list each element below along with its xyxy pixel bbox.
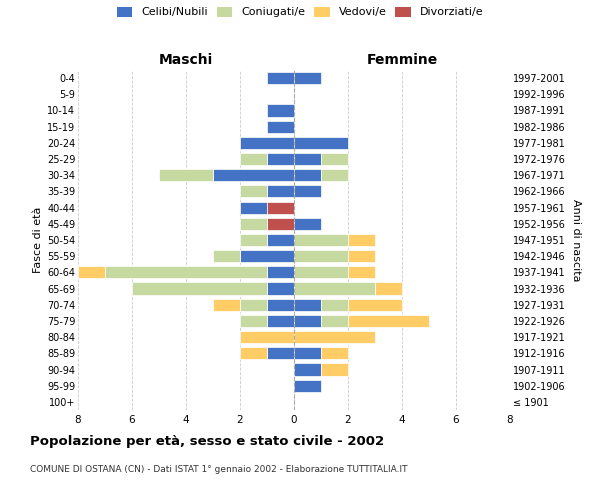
Bar	[78, 266, 105, 278]
Bar	[267, 315, 294, 327]
Bar	[240, 186, 267, 198]
Bar	[267, 186, 294, 198]
Bar	[213, 250, 240, 262]
Bar	[321, 298, 348, 311]
Bar	[294, 348, 321, 360]
Bar	[294, 72, 321, 84]
Bar	[240, 331, 294, 343]
Bar	[267, 72, 294, 84]
Bar	[294, 137, 348, 149]
Bar	[213, 169, 294, 181]
Bar	[321, 364, 348, 376]
Bar	[348, 315, 429, 327]
Bar	[294, 234, 348, 246]
Bar	[240, 153, 267, 165]
Bar	[321, 348, 348, 360]
Bar	[267, 348, 294, 360]
Bar	[348, 266, 375, 278]
Bar	[267, 282, 294, 294]
Bar	[240, 137, 294, 149]
Bar	[294, 153, 321, 165]
Bar	[375, 282, 402, 294]
Bar	[348, 250, 375, 262]
Bar	[267, 266, 294, 278]
Bar	[105, 266, 267, 278]
Text: Femmine: Femmine	[367, 54, 437, 68]
Bar	[240, 348, 267, 360]
Bar	[294, 298, 321, 311]
Bar	[294, 250, 348, 262]
Bar	[348, 234, 375, 246]
Text: COMUNE DI OSTANA (CN) - Dati ISTAT 1° gennaio 2002 - Elaborazione TUTTITALIA.IT: COMUNE DI OSTANA (CN) - Dati ISTAT 1° ge…	[30, 465, 407, 474]
Bar	[132, 282, 267, 294]
Legend: Celibi/Nubili, Coniugati/e, Vedovi/e, Divorziati/e: Celibi/Nubili, Coniugati/e, Vedovi/e, Di…	[112, 2, 488, 22]
Bar	[240, 315, 267, 327]
Text: Popolazione per età, sesso e stato civile - 2002: Popolazione per età, sesso e stato civil…	[30, 435, 384, 448]
Bar	[213, 298, 240, 311]
Bar	[267, 153, 294, 165]
Y-axis label: Anni di nascita: Anni di nascita	[571, 198, 581, 281]
Bar	[294, 282, 375, 294]
Bar	[294, 380, 321, 392]
Bar	[240, 218, 267, 230]
Bar	[267, 104, 294, 117]
Bar	[240, 234, 267, 246]
Bar	[294, 315, 321, 327]
Bar	[294, 331, 375, 343]
Bar	[294, 169, 321, 181]
Bar	[321, 153, 348, 165]
Bar	[159, 169, 213, 181]
Bar	[267, 218, 294, 230]
Bar	[267, 298, 294, 311]
Bar	[294, 266, 348, 278]
Bar	[294, 186, 321, 198]
Bar	[321, 169, 348, 181]
Y-axis label: Fasce di età: Fasce di età	[32, 207, 43, 273]
Bar	[294, 364, 321, 376]
Text: Maschi: Maschi	[159, 54, 213, 68]
Bar	[240, 202, 267, 213]
Bar	[267, 202, 294, 213]
Bar	[267, 120, 294, 132]
Bar	[348, 298, 402, 311]
Bar	[267, 234, 294, 246]
Bar	[321, 315, 348, 327]
Bar	[240, 250, 294, 262]
Bar	[294, 218, 321, 230]
Bar	[240, 298, 267, 311]
